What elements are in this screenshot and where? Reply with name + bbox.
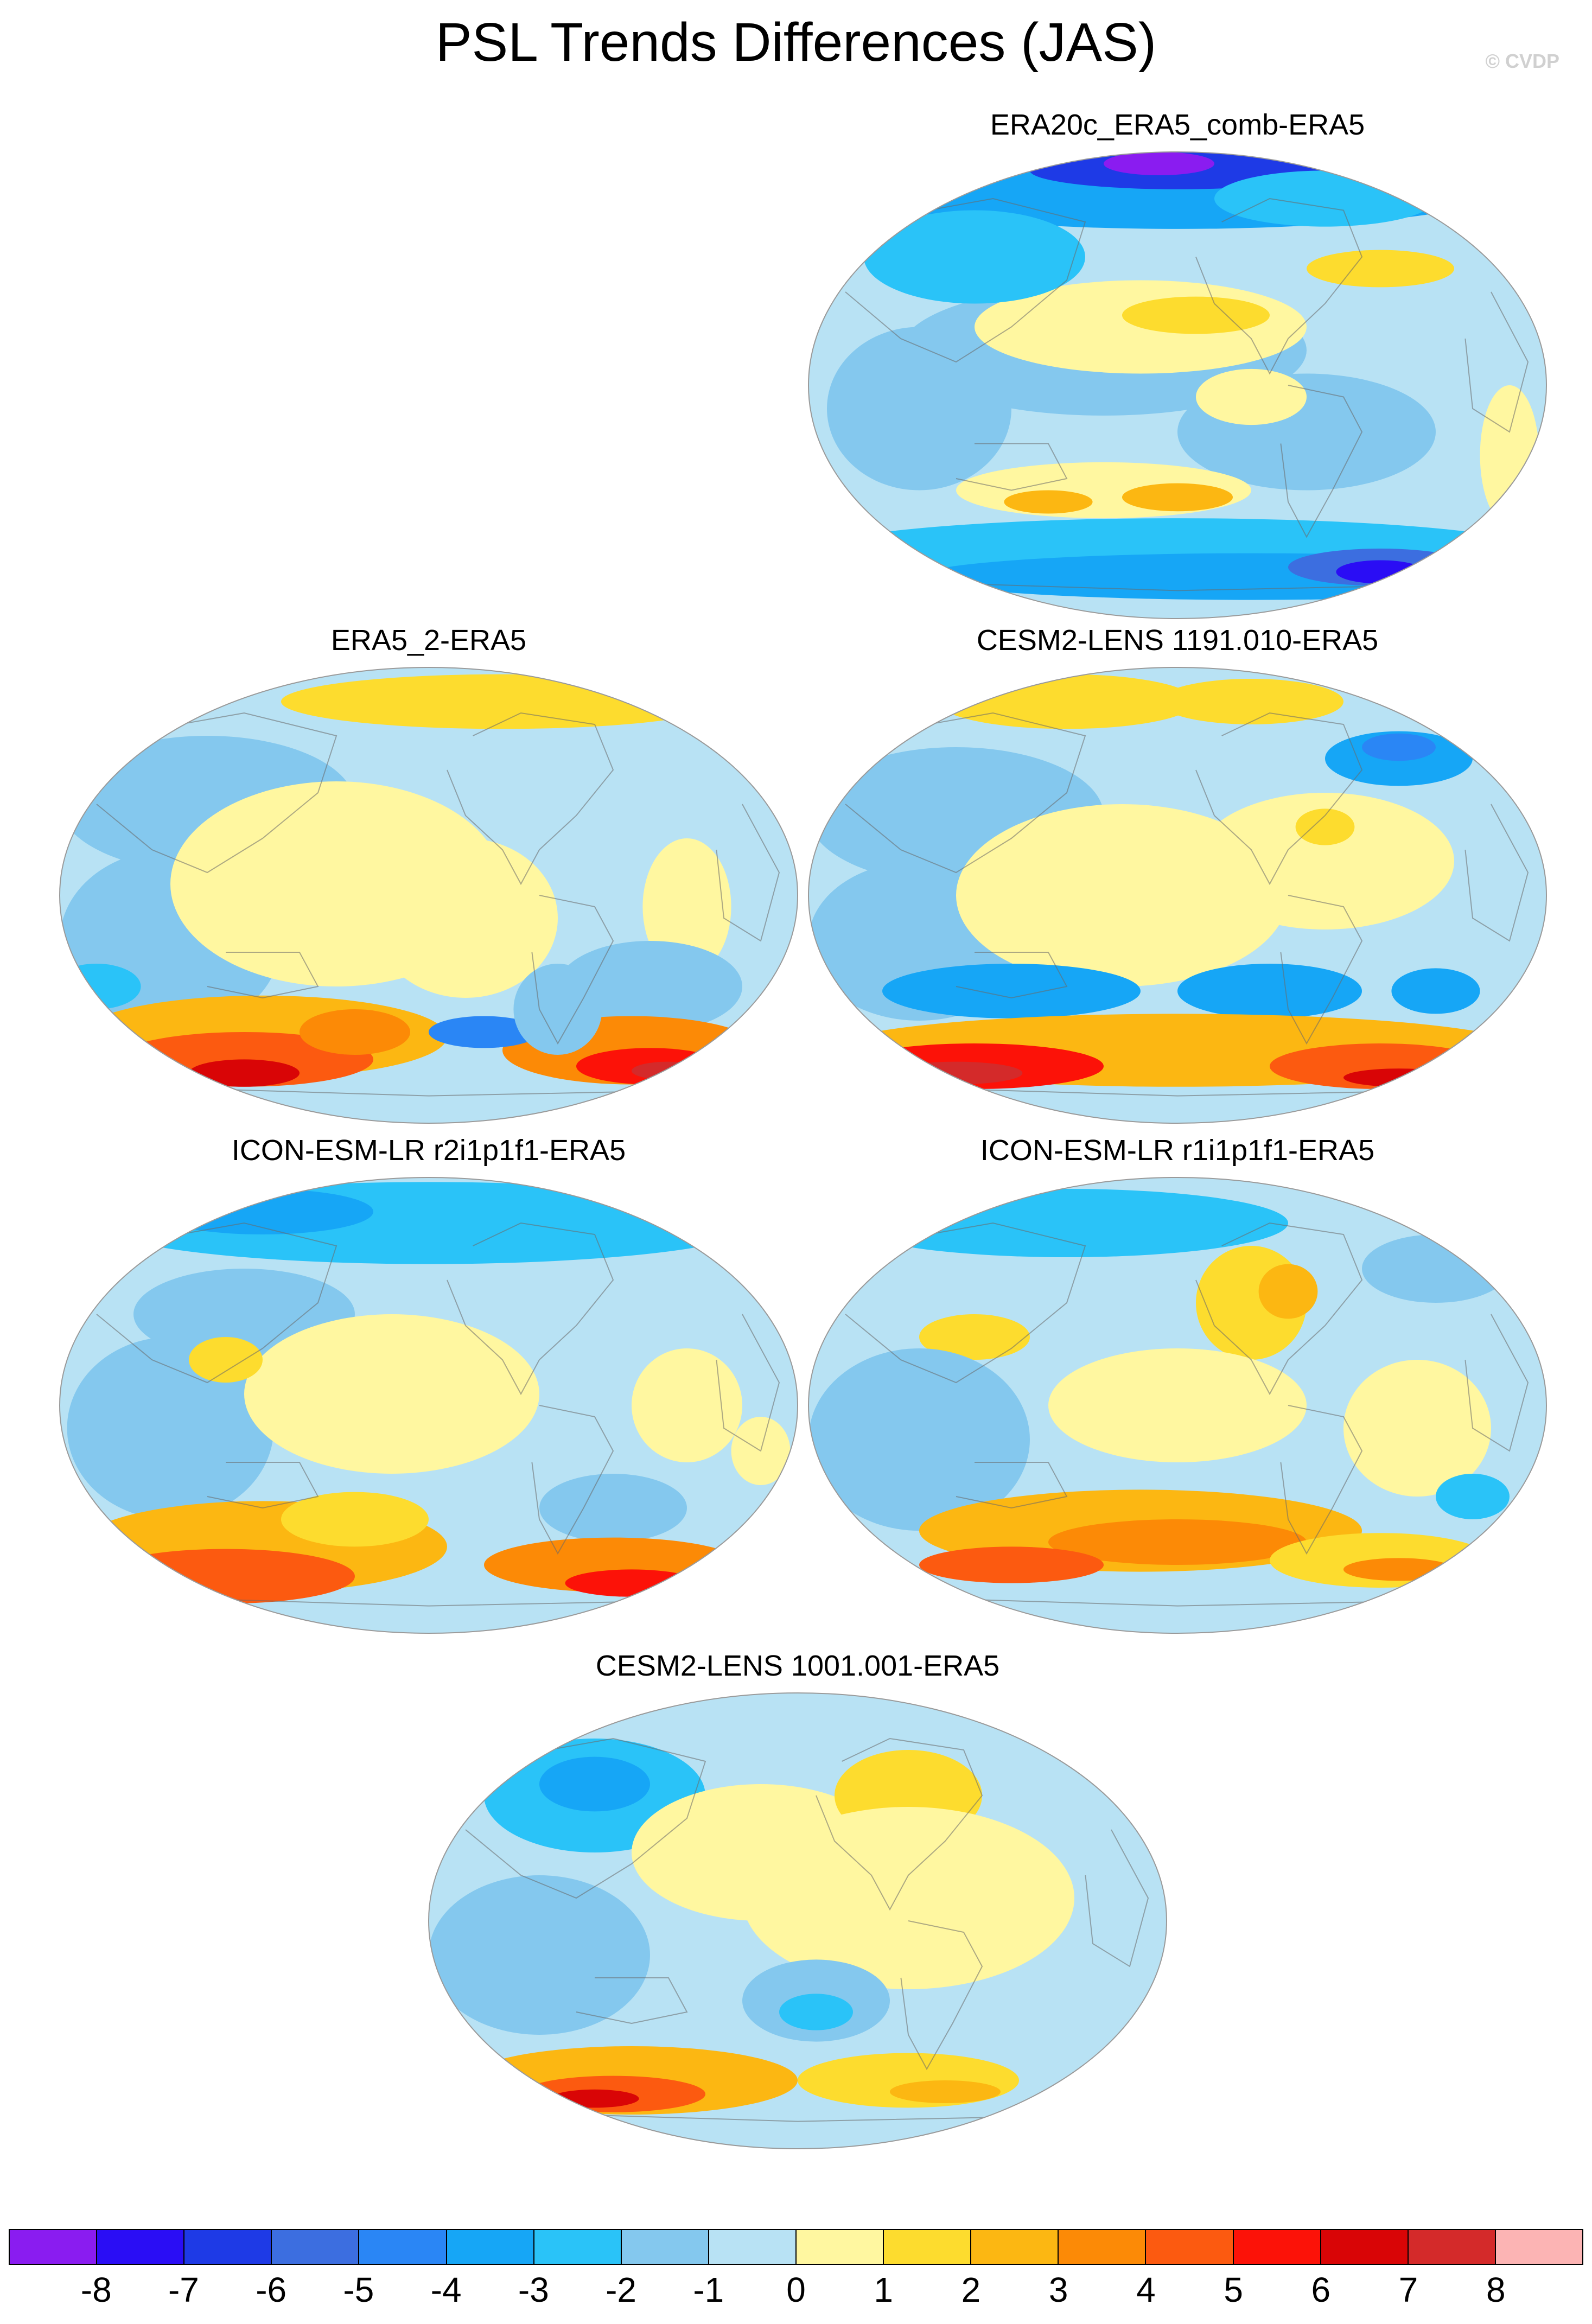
- panel-title: ICON-ESM-LR r1i1p1f1-ERA5: [980, 1134, 1375, 1167]
- colorbar-swatch: [1408, 2230, 1496, 2264]
- panel-title: ERA5_2-ERA5: [330, 624, 527, 657]
- copyright-text: © CVDP: [1485, 50, 1559, 72]
- colorbar-swatch: [884, 2230, 972, 2264]
- colorbar-tick-label: -1: [693, 2270, 724, 2309]
- colorbar-swatch: [534, 2230, 622, 2264]
- colorbar-swatch: [709, 2230, 797, 2264]
- contour-field: [60, 1177, 798, 1633]
- colorbar-tick-label: 3: [1048, 2270, 1068, 2309]
- contour-field: [60, 667, 798, 1123]
- colorbar-swatch: [447, 2230, 534, 2264]
- colorbar-tick-label: 0: [786, 2270, 806, 2309]
- contour-field: [808, 152, 1546, 619]
- colorbar: [9, 2229, 1583, 2265]
- colorbar-swatch: [184, 2230, 272, 2264]
- map-cesm1191: [808, 667, 1547, 1124]
- panel-title: ICON-ESM-LR r2i1p1f1-ERA5: [231, 1134, 626, 1167]
- colorbar-swatch: [1146, 2230, 1234, 2264]
- colorbar-tick-label: -5: [343, 2270, 374, 2309]
- panel-era20c: ERA20c_ERA5_comb-ERA5: [803, 103, 1552, 624]
- colorbar-swatch: [359, 2230, 447, 2264]
- panel-title: CESM2-LENS 1191.010-ERA5: [976, 624, 1379, 657]
- panel-icon-r2: ICON-ESM-LR r2i1p1f1-ERA5: [54, 1129, 803, 1639]
- colorbar-swatch: [971, 2230, 1059, 2264]
- colorbar-tick-label: 4: [1136, 2270, 1156, 2309]
- colorbar-swatch: [1059, 2230, 1147, 2264]
- colorbar-swatch: [97, 2230, 185, 2264]
- panel-icon-r1: ICON-ESM-LR r1i1p1f1-ERA5: [803, 1129, 1552, 1639]
- colorbar-tick-label: -7: [168, 2270, 199, 2309]
- figure-title: PSL Trends Differences (JAS): [435, 12, 1157, 73]
- colorbar-tick-label: -4: [430, 2270, 462, 2309]
- colorbar-swatch: [1495, 2230, 1582, 2264]
- panel-era5-2: ERA5_2-ERA5: [54, 619, 803, 1129]
- colorbar-tick-label: -3: [518, 2270, 549, 2309]
- colorbar-swatch: [621, 2230, 709, 2264]
- colorbar-tick-label: 2: [961, 2270, 981, 2309]
- colorbar-swatch: [796, 2230, 884, 2264]
- colorbar-swatch: [10, 2230, 98, 2264]
- panel-cesm1001: CESM2-LENS 1001.001-ERA5: [423, 1644, 1172, 2154]
- contour-field: [808, 667, 1546, 1123]
- colorbar-tick-label: 7: [1398, 2270, 1418, 2309]
- map-icon-r2: [59, 1177, 798, 1634]
- colorbar-tick-label: 1: [874, 2270, 894, 2309]
- colorbar-tick-label: 5: [1224, 2270, 1243, 2309]
- colorbar-swatch: [272, 2230, 360, 2264]
- panel-title: CESM2-LENS 1001.001-ERA5: [595, 1650, 1000, 1682]
- map-cesm1001: [428, 1692, 1167, 2149]
- map-era5-2: [59, 667, 798, 1124]
- panel-title: ERA20c_ERA5_comb-ERA5: [990, 109, 1365, 141]
- colorbar-tick-label: -6: [256, 2270, 287, 2309]
- map-era20c: [808, 151, 1547, 619]
- colorbar-swatch: [1321, 2230, 1409, 2264]
- colorbar-tick-label: 8: [1486, 2270, 1506, 2309]
- colorbar-tick-label: -2: [606, 2270, 636, 2309]
- colorbar-labels: -8 -7 -6 -5 -4 -3 -2 -1 0 1 2 3 4 5 6 7 8: [9, 2268, 1583, 2312]
- contour-field: [429, 1693, 1167, 2149]
- map-icon-r1: [808, 1177, 1547, 1634]
- colorbar-tick-label: 6: [1311, 2270, 1331, 2309]
- colorbar-swatch: [1233, 2230, 1321, 2264]
- colorbar-tick-label: -8: [80, 2270, 112, 2309]
- panel-cesm1191: CESM2-LENS 1191.010-ERA5: [803, 619, 1552, 1129]
- contour-field: [808, 1177, 1546, 1633]
